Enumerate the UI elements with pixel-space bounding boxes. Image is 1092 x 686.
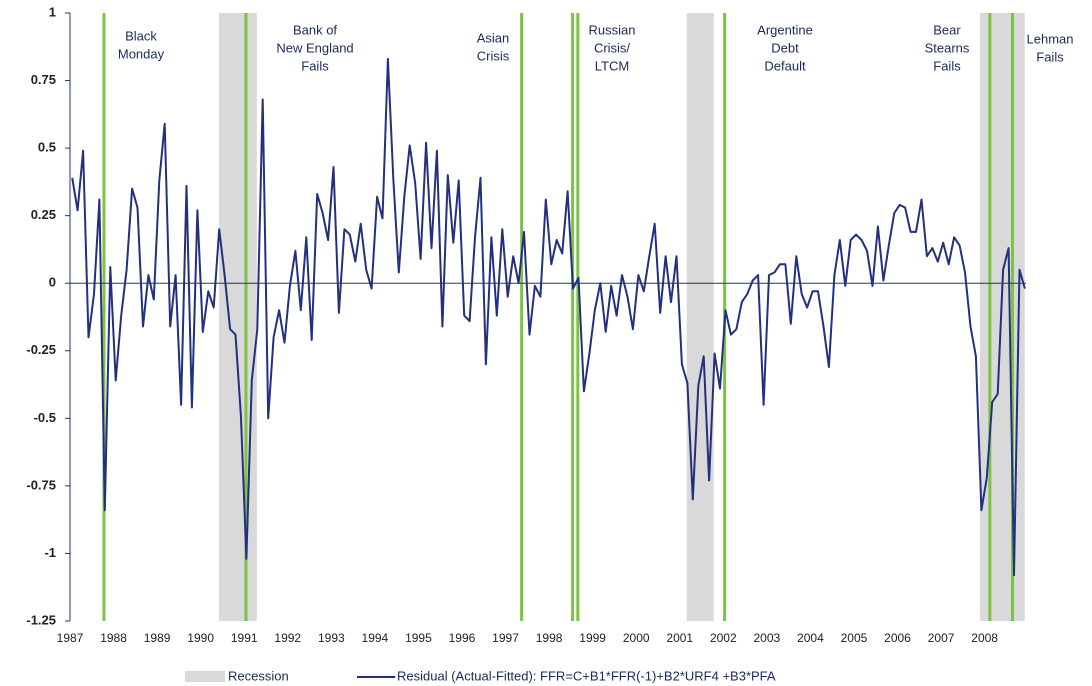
y-tick-label: -0.25 — [26, 342, 56, 357]
y-tick-label: -0.5 — [34, 410, 56, 425]
y-tick-label: 1 — [49, 4, 56, 19]
annotation: Monday — [118, 46, 165, 61]
x-tick-label: 1998 — [536, 631, 563, 645]
x-tick-label: 2007 — [928, 631, 955, 645]
recession-band — [218, 13, 257, 621]
y-tick-label: -1.25 — [26, 612, 56, 627]
annotation: Bear — [933, 22, 961, 37]
x-tick-label: 1997 — [492, 631, 519, 645]
x-tick-label: 1995 — [405, 631, 432, 645]
y-tick-label: 0.75 — [31, 72, 56, 87]
x-tick-label: 2008 — [971, 631, 998, 645]
series-line — [71, 57, 1026, 577]
annotation: Crisis — [477, 48, 510, 63]
annotation: Stearns — [925, 40, 970, 55]
shading-layer — [102, 13, 1025, 621]
annotation: New England — [276, 40, 353, 55]
x-tick-label: 1987 — [57, 631, 84, 645]
x-tick-label: 2004 — [797, 631, 824, 645]
annotation: Default — [764, 58, 806, 73]
x-tick-label: 1990 — [187, 631, 214, 645]
x-tick-label: 1993 — [318, 631, 345, 645]
annotation: Fails — [301, 58, 329, 73]
x-tick-label: 1988 — [100, 631, 127, 645]
x-tick-label: 2003 — [754, 631, 781, 645]
annotation: Black — [125, 28, 157, 43]
y-tick-label: 0.25 — [31, 207, 56, 222]
legend-label: Recession — [228, 668, 289, 683]
annotation: Asian — [477, 30, 510, 45]
x-tick-label: 1994 — [362, 631, 389, 645]
x-tick-label: 1996 — [449, 631, 476, 645]
annotation: Bank of — [293, 22, 337, 37]
x-tick-label: 1991 — [231, 631, 258, 645]
annotation: Debt — [771, 40, 799, 55]
x-tick-label: 1992 — [274, 631, 301, 645]
annotation: Crisis/ — [594, 40, 630, 55]
annotation: Fails — [1036, 49, 1064, 64]
x-tick-label: 2006 — [884, 631, 911, 645]
y-tick-label: -1 — [44, 545, 56, 560]
x-tick-label: 2005 — [841, 631, 868, 645]
annotation: LTCM — [595, 58, 629, 73]
x-tick-label: 2000 — [623, 631, 650, 645]
annotation: Argentine — [757, 22, 813, 37]
recession-band — [686, 13, 714, 621]
annotation: Russian — [589, 22, 636, 37]
legend-swatch — [185, 671, 225, 682]
legend-label: Residual (Actual-Fitted): FFR=C+B1*FFR(-… — [397, 668, 776, 683]
annotation: Fails — [933, 58, 961, 73]
recession-band — [979, 13, 1025, 621]
x-tick-label: 1999 — [579, 631, 606, 645]
x-tick-label: 2002 — [710, 631, 737, 645]
y-tick-label: 0 — [49, 275, 56, 290]
y-tick-label: -0.75 — [26, 477, 56, 492]
annotation: Lehman — [1027, 31, 1074, 46]
x-tick-label: 2001 — [666, 631, 693, 645]
y-tick-label: 0.5 — [38, 140, 56, 155]
x-tick-label: 1989 — [144, 631, 171, 645]
